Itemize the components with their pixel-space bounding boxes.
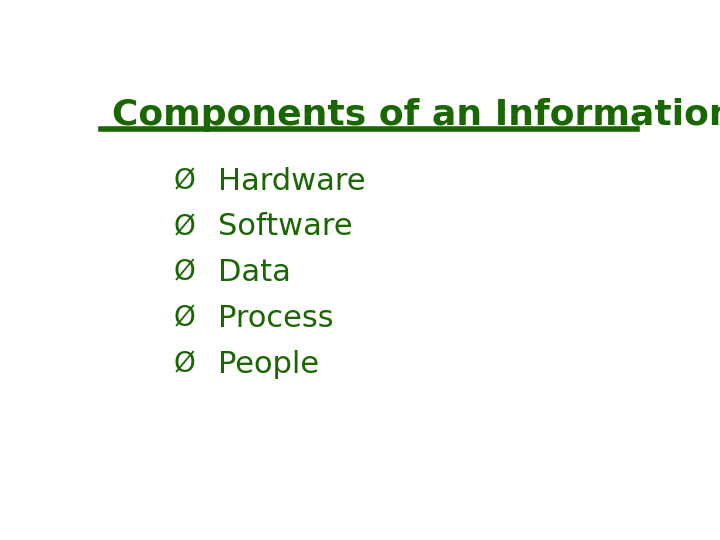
Text: Hardware: Hardware [218, 167, 366, 195]
Text: Process: Process [218, 304, 334, 333]
Text: People: People [218, 350, 320, 379]
Text: Components of an Information System: Components of an Information System [112, 98, 720, 132]
Text: Software: Software [218, 212, 353, 241]
Text: Ø: Ø [174, 259, 196, 287]
Text: Ø: Ø [174, 350, 196, 378]
Text: Ø: Ø [174, 305, 196, 333]
Text: Data: Data [218, 258, 291, 287]
Text: Ø: Ø [174, 213, 196, 241]
Text: Ø: Ø [174, 167, 196, 195]
